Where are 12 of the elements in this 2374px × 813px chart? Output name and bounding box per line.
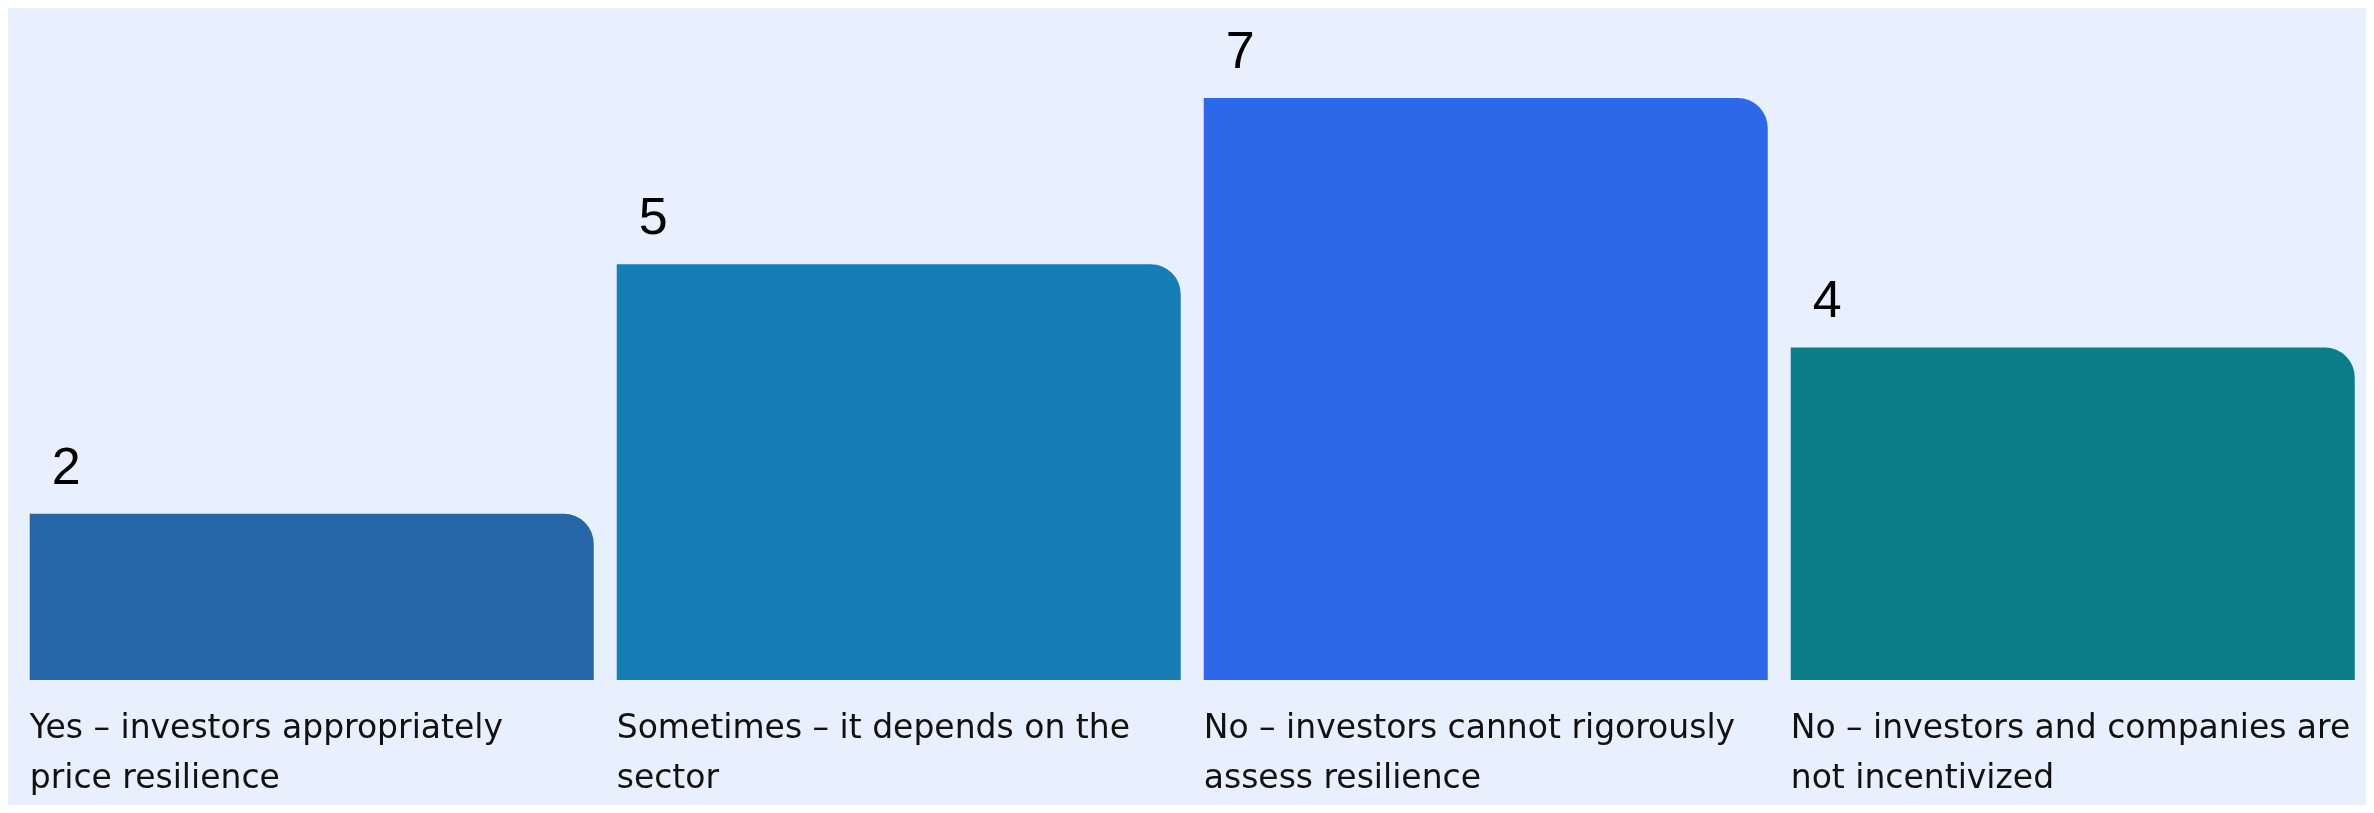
data-label: 5 <box>638 187 668 246</box>
x-tick-label: Yes – investors appropriately price resilience <box>28 707 503 796</box>
data-label: 7 <box>1225 21 1255 79</box>
bar <box>1790 347 2355 680</box>
data-label: 2 <box>51 436 81 495</box>
x-tick-label: No – investors and companies are not incentivized <box>1790 707 2351 796</box>
bar <box>29 513 594 680</box>
bar <box>616 264 1181 680</box>
bar <box>1203 98 1768 680</box>
x-tick-label: No – investors cannot rigorously assess resilience <box>1203 707 1736 796</box>
data-label: 4 <box>1812 270 1842 329</box>
x-tick-label: Sometimes – it depends on the sector <box>616 707 1130 796</box>
